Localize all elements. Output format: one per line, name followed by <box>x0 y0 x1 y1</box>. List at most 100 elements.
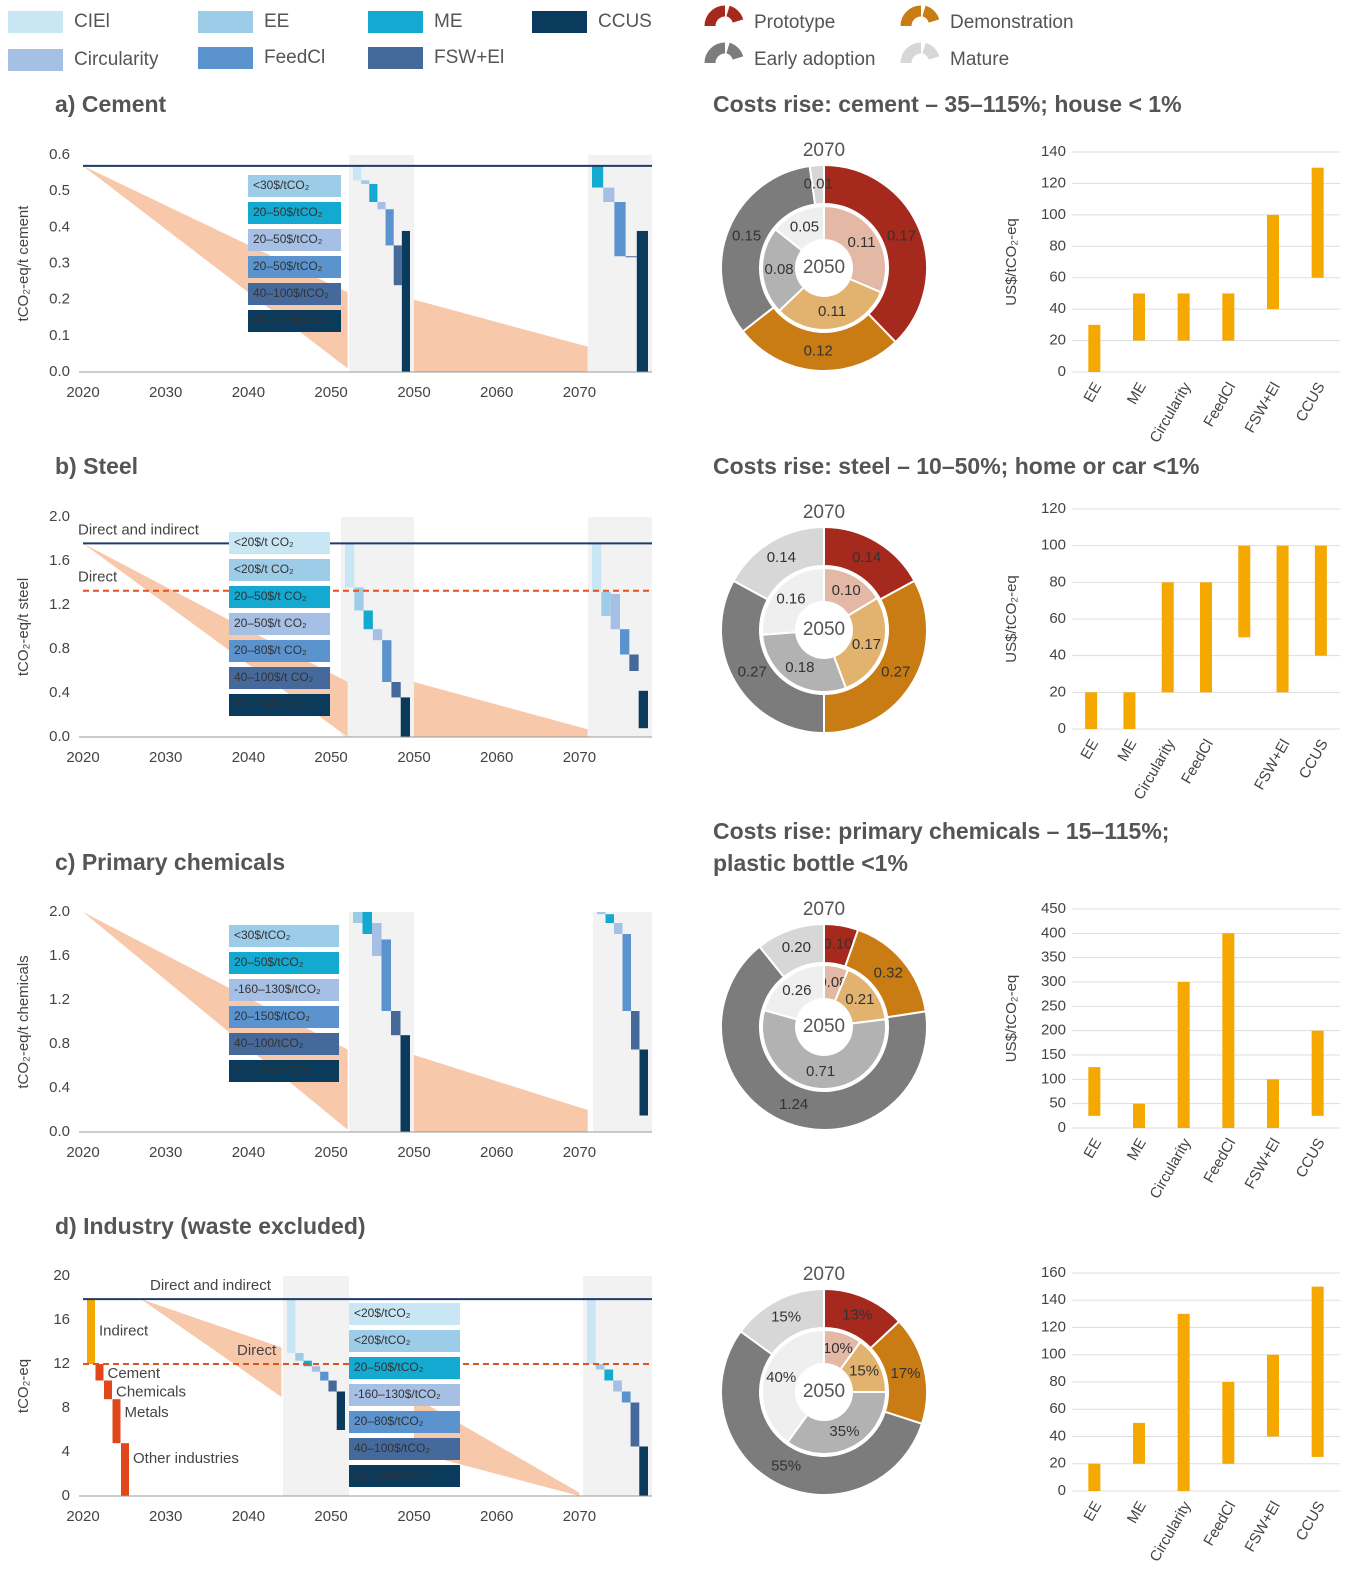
donut-label: 0.71 <box>806 1063 835 1080</box>
legend-label: Early adoption <box>754 49 875 70</box>
cost-label: <30$/tCO₂ <box>234 928 291 942</box>
y-tick-label: 0 <box>1058 720 1066 737</box>
cost-label: 20–50$/tCO₂ <box>253 259 323 273</box>
step-bar <box>603 187 615 203</box>
line-label: Direct and indirect <box>150 1277 272 1294</box>
x-tick-label: FeedCl <box>1200 1135 1239 1185</box>
cost-bar <box>1267 214 1279 310</box>
cost-bar <box>1267 1079 1279 1128</box>
breakdown-label: Indirect <box>99 1323 149 1340</box>
legend-icon <box>900 5 922 27</box>
cost-label: 20–50$/tCO₂ <box>234 955 304 969</box>
cost-label-box <box>248 229 341 251</box>
donut-slice <box>786 1391 888 1455</box>
x-tick-label: ME <box>1124 1135 1150 1163</box>
cost-title: Costs rise: cement – 35–115%; house < 1% <box>713 91 1182 117</box>
donut-label: 0.14 <box>767 549 796 566</box>
cost-label: 60–100$/t CO₂ <box>234 697 314 711</box>
x-tick-label: 2020 <box>66 749 99 766</box>
legend-swatch <box>368 47 423 69</box>
legend-icon <box>725 42 744 61</box>
step-bar <box>381 939 391 1011</box>
donut-label: 55% <box>771 1457 801 1474</box>
donut-slice <box>760 1328 825 1444</box>
donut-label: 0.10 <box>832 582 861 599</box>
legend-icon <box>725 5 744 24</box>
panel-title: b) Steel <box>55 453 138 479</box>
x-tick-label: 2030 <box>149 384 182 401</box>
line-label: Direct <box>237 1342 277 1359</box>
step-bar <box>604 1369 614 1381</box>
donut-slice <box>758 922 825 979</box>
x-tick-label: 2030 <box>149 749 182 766</box>
donut-label: 0.14 <box>852 549 881 566</box>
step-bar <box>638 690 648 729</box>
y-tick-label: 12 <box>53 1355 70 1372</box>
cost-bar <box>1177 1313 1190 1491</box>
cost-label: 20–50$/t CO₂ <box>234 589 307 603</box>
legend-icon <box>921 5 940 24</box>
step-bar <box>391 1011 401 1036</box>
x-tick-label: 2070 <box>563 1144 596 1161</box>
cost-label-box <box>248 310 341 332</box>
x-tick-label: CCUS <box>1293 1135 1329 1180</box>
donut-slice <box>720 1330 924 1496</box>
x-tick-label: ME <box>1124 379 1150 407</box>
legend-label: FSW+El <box>434 47 504 68</box>
y-tick-label: 2.0 <box>49 903 70 920</box>
x-tick-label: CCUS <box>1293 379 1329 424</box>
x-tick-label: 2070 <box>563 1508 596 1525</box>
cost-label-box <box>229 694 330 716</box>
legend-label: Prototype <box>754 12 835 33</box>
donut-label: 0.17 <box>887 228 916 245</box>
cost-label-box <box>349 1465 460 1487</box>
cost-bar <box>1133 1422 1145 1464</box>
cost-label: <30$/tCO₂ <box>253 178 310 192</box>
legend-label: Mature <box>950 49 1009 70</box>
x-tick-label: 2040 <box>232 384 265 401</box>
x-tick-label: 2050 <box>314 1144 347 1161</box>
cost-label-box <box>229 532 330 554</box>
legend-label: Circularity <box>74 49 159 70</box>
step-bar <box>372 629 383 641</box>
x-tick-label: EE <box>1081 1135 1106 1161</box>
y-tick-label: 160 <box>1041 1264 1066 1281</box>
x-tick-label: 2060 <box>480 1508 513 1525</box>
cost-bar <box>1222 1382 1235 1464</box>
donut-label: 0.18 <box>785 659 814 676</box>
cost-label-box <box>349 1384 460 1406</box>
cost-label-box <box>229 952 339 974</box>
donut-label: 0.27 <box>738 664 767 681</box>
step-bar <box>613 1380 622 1392</box>
legend-icon <box>704 5 726 27</box>
y-tick-label: 1.6 <box>49 947 70 964</box>
x-tick-label: EE <box>1081 1498 1106 1524</box>
cost-label: -160–130$/tCO₂ <box>234 982 321 996</box>
donut-label: 0.12 <box>804 342 833 359</box>
cost-bar <box>1088 1067 1101 1116</box>
cost-label-box <box>349 1438 460 1460</box>
step-bar <box>362 912 372 934</box>
breakdown-bar <box>104 1380 112 1400</box>
y-tick-label: 1.2 <box>49 596 70 613</box>
cost-label-box <box>349 1330 460 1352</box>
emission-wedge <box>414 299 588 372</box>
step-bar <box>385 209 394 246</box>
x-tick-label: 2040 <box>232 1144 265 1161</box>
y-tick-label: 140 <box>1041 1291 1066 1308</box>
cost-label-box <box>229 640 330 662</box>
breakdown-bar <box>87 1299 95 1364</box>
cost-bar <box>1314 545 1327 656</box>
cost-label: <20$/t CO₂ <box>234 535 294 549</box>
step-bar <box>636 230 648 372</box>
donut-label: 40% <box>766 1369 796 1386</box>
y-tick-label: 0 <box>1058 363 1066 380</box>
y-tick-label: 100 <box>1041 537 1066 554</box>
y-tick-label: 40 <box>1049 647 1066 664</box>
step-bar <box>610 594 620 630</box>
step-bar <box>372 923 382 956</box>
y-axis-label: US$/tCO₂-eq <box>1003 575 1020 663</box>
legend-icon <box>921 42 940 61</box>
emission-wedge <box>140 1299 282 1397</box>
